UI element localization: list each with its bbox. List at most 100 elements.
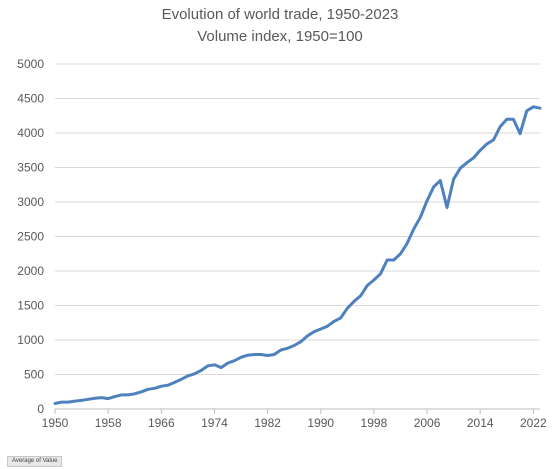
data-point bbox=[133, 392, 136, 396]
data-point bbox=[126, 393, 130, 397]
y-tick-labels: 0 500 1000 1500 2000 2500 3000 3500 4000 4500 5000 bbox=[17, 57, 44, 416]
field-button-average-of-value[interactable]: Average of Value bbox=[7, 456, 63, 467]
data-point bbox=[193, 372, 196, 376]
data-point bbox=[120, 393, 123, 397]
chart-subtitle: Volume index, 1950=100 bbox=[197, 28, 363, 45]
data-point bbox=[538, 106, 542, 110]
data-point bbox=[425, 199, 429, 202]
x-tick-label: 2022 bbox=[520, 416, 547, 430]
data-point bbox=[140, 390, 143, 393]
data-point bbox=[352, 300, 356, 303]
x-tick-label: 1950 bbox=[42, 416, 69, 430]
data-point bbox=[439, 179, 442, 182]
data-point bbox=[505, 118, 508, 121]
data-point bbox=[273, 353, 276, 356]
series-line bbox=[53, 105, 542, 405]
data-point bbox=[113, 395, 116, 398]
data-point bbox=[259, 353, 263, 356]
data-point bbox=[186, 374, 190, 378]
data-point bbox=[512, 118, 515, 121]
data-point bbox=[60, 400, 63, 404]
axes bbox=[54, 408, 540, 414]
data-point bbox=[419, 215, 422, 219]
data-point bbox=[166, 383, 170, 387]
data-point bbox=[359, 294, 362, 298]
data-point bbox=[339, 316, 342, 320]
data-point bbox=[465, 161, 469, 164]
series-layer bbox=[53, 105, 542, 405]
data-point bbox=[346, 307, 349, 310]
data-point bbox=[153, 387, 156, 390]
data-point bbox=[246, 353, 249, 357]
y-tick-label: 500 bbox=[24, 368, 44, 382]
data-point bbox=[472, 156, 475, 160]
y-tick-label: 5000 bbox=[17, 57, 44, 71]
x-tick-label: 1974 bbox=[201, 416, 228, 430]
data-point bbox=[286, 347, 289, 350]
data-point bbox=[479, 149, 482, 152]
y-tick-label: 3500 bbox=[17, 161, 44, 175]
data-point bbox=[93, 397, 97, 400]
data-point bbox=[80, 399, 83, 402]
data-point bbox=[53, 402, 57, 405]
data-point bbox=[292, 344, 296, 347]
y-tick-label: 1500 bbox=[17, 299, 44, 313]
x-tick-label: 1990 bbox=[307, 416, 334, 430]
data-point bbox=[372, 278, 376, 282]
data-point bbox=[180, 378, 183, 381]
data-point bbox=[332, 320, 336, 323]
x-tick-label: 2014 bbox=[467, 416, 494, 430]
y-tick-label: 0 bbox=[37, 402, 44, 416]
data-point bbox=[452, 178, 455, 181]
data-point bbox=[173, 381, 176, 384]
data-point bbox=[279, 348, 283, 352]
data-point bbox=[518, 132, 522, 135]
data-point bbox=[87, 398, 90, 401]
data-point bbox=[385, 258, 389, 262]
x-tick-label: 2006 bbox=[414, 416, 441, 430]
data-point bbox=[399, 252, 402, 255]
data-point bbox=[266, 354, 269, 357]
data-point bbox=[412, 227, 415, 231]
data-point bbox=[498, 125, 502, 128]
data-point bbox=[379, 272, 382, 275]
data-point bbox=[106, 397, 110, 400]
x-tick-label: 1966 bbox=[148, 416, 175, 430]
data-point bbox=[67, 400, 70, 404]
data-point bbox=[239, 356, 243, 359]
data-point bbox=[100, 396, 103, 399]
y-tick-label: 2500 bbox=[17, 230, 44, 244]
data-point bbox=[392, 258, 396, 262]
data-point bbox=[299, 340, 303, 343]
data-point bbox=[233, 359, 236, 362]
data-point bbox=[405, 242, 409, 245]
data-point bbox=[199, 369, 203, 372]
data-point bbox=[146, 388, 150, 391]
x-tick-label: 1998 bbox=[361, 416, 388, 430]
data-point bbox=[432, 185, 435, 189]
data-point bbox=[226, 361, 229, 365]
data-point bbox=[306, 334, 309, 338]
data-point bbox=[213, 363, 216, 367]
data-point bbox=[532, 105, 535, 108]
chart-title: Evolution of world trade, 1950-2023 bbox=[161, 6, 399, 23]
data-point bbox=[459, 166, 462, 170]
data-point bbox=[73, 399, 77, 403]
data-point bbox=[319, 327, 322, 331]
gridlines bbox=[55, 63, 540, 375]
data-point bbox=[326, 325, 329, 328]
y-tick-label: 2000 bbox=[17, 264, 44, 278]
y-tick-label: 4000 bbox=[17, 126, 44, 140]
data-point bbox=[312, 330, 316, 333]
data-point bbox=[492, 138, 495, 142]
data-point bbox=[525, 109, 528, 113]
y-tick-label: 3000 bbox=[17, 195, 44, 209]
y-tick-label: 1000 bbox=[17, 333, 44, 347]
y-tick-label: 4500 bbox=[17, 92, 44, 106]
data-point bbox=[366, 284, 369, 287]
data-point bbox=[445, 206, 449, 209]
data-point bbox=[160, 385, 163, 388]
data-point bbox=[206, 364, 210, 368]
x-tick-label: 1958 bbox=[95, 416, 122, 430]
